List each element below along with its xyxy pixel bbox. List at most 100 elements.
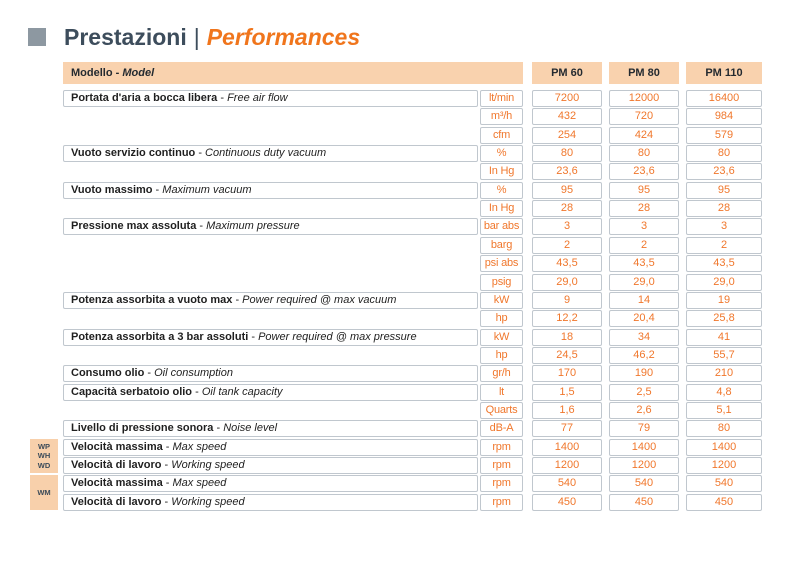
value-cell: 170: [532, 365, 602, 382]
value-cell: 95: [532, 182, 602, 199]
value-cell: 43,5: [609, 255, 679, 272]
value-cell: 2: [532, 237, 602, 254]
spec-label-italian: Potenza assorbita a 3 bar assoluti: [71, 331, 249, 343]
title-english: Performances: [206, 24, 361, 50]
spec-label-italian: Capacità serbatoio olio: [71, 386, 193, 398]
spec-label: Vuoto massimo - Maximum vacuum: [63, 182, 478, 199]
value-cell: 12,2: [532, 310, 602, 327]
spec-label: Capacità serbatoio olio - Oil tank capac…: [63, 384, 478, 401]
unit-cell: In Hg: [480, 200, 523, 217]
value-cell: 43,5: [686, 255, 762, 272]
value-cell: 210: [686, 365, 762, 382]
spec-label-english: Maximum vacuum: [162, 184, 252, 196]
series-badge: WM: [30, 475, 58, 510]
value-cell: 2,5: [609, 384, 679, 401]
value-cell: 23,6: [532, 163, 602, 180]
spec-label-english: Power required @ max vacuum: [242, 294, 397, 306]
unit-cell: psig: [480, 274, 523, 291]
unit-cell: hp: [480, 347, 523, 364]
value-cell: 3: [532, 218, 602, 235]
unit-cell: lt: [480, 384, 523, 401]
page-title: Prestazioni | Performances: [64, 24, 360, 50]
value-cell: 3: [686, 218, 762, 235]
value-cell: 43,5: [532, 255, 602, 272]
value-cell: 28: [609, 200, 679, 217]
unit-cell: m³/h: [480, 108, 523, 125]
spec-label: Consumo olio - Oil consumption: [63, 365, 478, 382]
value-cell: 14: [609, 292, 679, 309]
spec-label-dash: -: [144, 367, 155, 379]
spec-label-dash: -: [195, 147, 206, 159]
value-cell: 2: [609, 237, 679, 254]
spec-label-english: Continuous duty vacuum: [205, 147, 327, 159]
value-cell: 450: [686, 494, 762, 511]
value-cell: 95: [686, 182, 762, 199]
series-badge-label: WM: [37, 487, 51, 497]
value-cell: 29,0: [686, 274, 762, 291]
unit-cell: rpm: [480, 475, 523, 492]
spec-label-italian: Velocità massima: [71, 441, 163, 453]
spec-label-dash: -: [161, 459, 172, 471]
unit-cell: Quarts: [480, 402, 523, 419]
model-header-english: Model: [122, 67, 155, 79]
value-cell: 540: [609, 475, 679, 492]
spec-label: Velocità massima - Max speed: [63, 439, 478, 456]
unit-cell: rpm: [480, 439, 523, 456]
value-cell: 29,0: [532, 274, 602, 291]
value-cell: 1200: [532, 457, 602, 474]
spec-label-dash: -: [232, 294, 243, 306]
value-cell: 5,1: [686, 402, 762, 419]
value-cell: 79: [609, 420, 679, 437]
value-cell: 579: [686, 127, 762, 144]
spec-label: Portata d'aria a bocca libera - Free air…: [63, 90, 478, 107]
value-cell: 1200: [609, 457, 679, 474]
spec-label-italian: Pressione max assoluta: [71, 220, 197, 232]
value-cell: 80: [686, 145, 762, 162]
value-cell: 2,6: [609, 402, 679, 419]
series-badge-label: WH: [37, 451, 51, 461]
model-header-dash: -: [112, 67, 123, 79]
value-cell: 34: [609, 329, 679, 346]
column-header-pm60: PM 60: [532, 62, 602, 84]
value-cell: 984: [686, 108, 762, 125]
value-cell: 55,7: [686, 347, 762, 364]
unit-cell: kW: [480, 292, 523, 309]
value-cell: 3: [609, 218, 679, 235]
value-cell: 450: [609, 494, 679, 511]
unit-cell: rpm: [480, 494, 523, 511]
value-cell: 12000: [609, 90, 679, 107]
value-cell: 28: [686, 200, 762, 217]
spec-label: Livello di pressione sonora - Noise leve…: [63, 420, 478, 437]
spec-label: Pressione max assoluta - Maximum pressur…: [63, 218, 478, 235]
value-cell: 9: [532, 292, 602, 309]
value-cell: 1,5: [532, 384, 602, 401]
value-cell: 720: [609, 108, 679, 125]
value-cell: 540: [532, 475, 602, 492]
unit-cell: rpm: [480, 457, 523, 474]
spec-label-dash: -: [162, 477, 173, 489]
value-cell: 16400: [686, 90, 762, 107]
spec-label: Velocità massima - Max speed: [63, 475, 478, 492]
value-cell: 1400: [532, 439, 602, 456]
spec-label-dash: -: [161, 496, 172, 508]
spec-label-dash: -: [196, 220, 207, 232]
column-header-pm110: PM 110: [686, 62, 762, 84]
unit-cell: barg: [480, 237, 523, 254]
value-cell: 80: [532, 145, 602, 162]
unit-cell: kW: [480, 329, 523, 346]
spec-label: Velocità di lavoro - Working speed: [63, 494, 478, 511]
unit-cell: cfm: [480, 127, 523, 144]
spec-label-italian: Livello di pressione sonora: [71, 422, 214, 434]
spec-label-dash: -: [152, 184, 163, 196]
spec-label-italian: Consumo olio: [71, 367, 145, 379]
spec-label-dash: -: [192, 386, 202, 398]
value-cell: 540: [686, 475, 762, 492]
spec-label-english: Working speed: [171, 459, 245, 471]
section-marker-square-icon: [28, 28, 46, 46]
value-cell: 18: [532, 329, 602, 346]
unit-cell: gr/h: [480, 365, 523, 382]
spec-label-italian: Velocità di lavoro: [71, 496, 162, 508]
series-badge-label: WP: [37, 441, 51, 451]
unit-cell: psi abs: [480, 255, 523, 272]
column-header-pm80: PM 80: [609, 62, 679, 84]
